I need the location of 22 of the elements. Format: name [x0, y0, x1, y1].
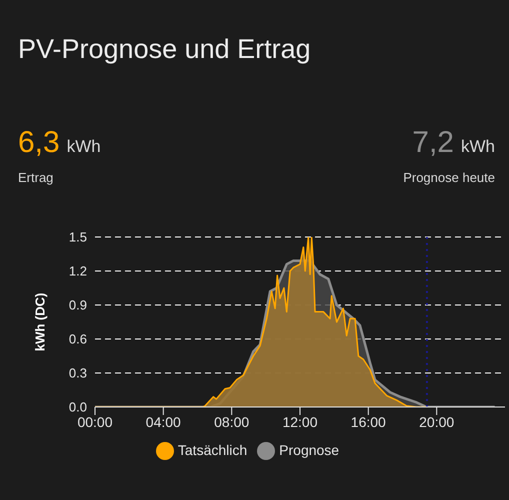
text: Ertrag — [18, 170, 54, 185]
y-tick-label: 0.6 — [68, 332, 87, 347]
text: kWh — [66, 137, 101, 157]
text: kWh — [461, 137, 495, 157]
y-tick-label: 0.9 — [68, 298, 87, 313]
x-tick-label: 04:00 — [146, 414, 182, 430]
x-tick-label: 08:00 — [214, 414, 250, 430]
chart-title: PV-Prognose und Ertrag — [18, 34, 311, 65]
x-tick-label: 16:00 — [350, 414, 386, 430]
text: Prognose heute — [403, 170, 495, 185]
y-tick-label: 0.3 — [68, 366, 87, 381]
y-tick-label: 1.5 — [68, 230, 87, 245]
x-tick-label: 12:00 — [282, 414, 318, 430]
x-tick-label: 00:00 — [77, 414, 113, 430]
text: 6,3 — [18, 126, 60, 160]
legend-label: Tatsächlich — [178, 442, 248, 458]
text: 7,2 — [412, 126, 454, 160]
y-tick-label: 1.2 — [68, 264, 87, 279]
y-axis-title: kWh (DC) — [32, 292, 48, 352]
legend-label: Prognose — [279, 442, 340, 458]
x-tick-label: 20:00 — [419, 414, 454, 430]
y-tick-label: 0.0 — [68, 400, 87, 415]
